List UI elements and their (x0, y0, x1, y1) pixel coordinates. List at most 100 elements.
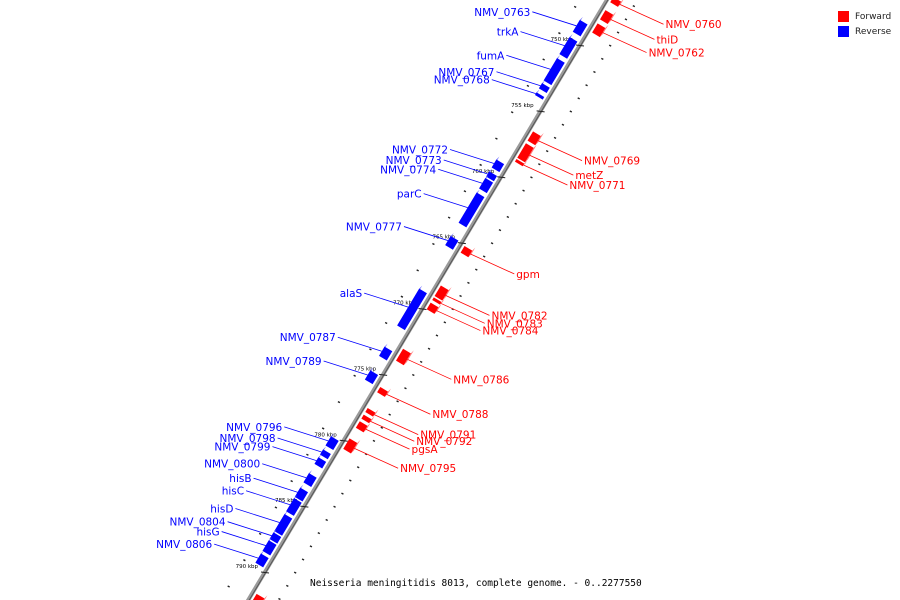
gene-leader (262, 463, 307, 479)
gene-label[interactable]: NMV_0769 (584, 156, 640, 168)
gene-label[interactable]: NMV_0771 (569, 180, 625, 192)
gene-box (364, 370, 379, 385)
axis-tick (497, 176, 506, 179)
gene-label[interactable]: pgsA (412, 444, 439, 456)
gene-box (432, 297, 442, 305)
gene-label[interactable]: NMV_0763 (474, 7, 530, 19)
gene-label[interactable]: metZ (575, 170, 603, 182)
track-dot (463, 190, 467, 193)
gene-leader (496, 71, 541, 87)
gene-box-top (468, 247, 476, 258)
gene-label[interactable]: NMV_0788 (432, 409, 488, 421)
gene-box (538, 83, 550, 94)
gene-label[interactable]: NMV_0777 (346, 222, 402, 234)
gene-label[interactable]: hisG (196, 527, 219, 539)
gene-label[interactable]: fumA (477, 50, 506, 62)
gene-label[interactable]: NMV_0774 (380, 164, 436, 176)
gene-label[interactable]: hisB (229, 473, 251, 485)
gene-box (572, 19, 588, 37)
gene-label[interactable]: NMV_0783 (487, 318, 543, 330)
gene-label[interactable]: NMV_0804 (169, 517, 225, 529)
track-dot (435, 334, 439, 337)
gene-leader (506, 54, 551, 70)
gene-label[interactable]: trkA (497, 27, 520, 39)
track-dot (569, 110, 573, 113)
gene-label[interactable]: NMV_0798 (219, 433, 275, 445)
gene-box (262, 540, 277, 556)
track-dot (227, 585, 230, 588)
gene-label[interactable]: NMV_0760 (666, 19, 722, 31)
track-dot (443, 321, 447, 324)
track-dot (317, 532, 321, 535)
gene-leader (407, 358, 452, 380)
gene-label[interactable]: hisD (210, 504, 233, 516)
track-dot (542, 58, 545, 61)
gene-label[interactable]: thiD (656, 34, 678, 46)
gene-label[interactable]: NMV_0806 (156, 539, 212, 551)
gene-label[interactable]: NMV_0767 (438, 67, 494, 79)
track-dot (290, 480, 293, 483)
gene-label[interactable]: NMV_0762 (649, 48, 705, 60)
gene-box (343, 438, 358, 454)
gene-label[interactable]: gpm (516, 269, 540, 281)
track-dot (475, 268, 478, 271)
gene-label[interactable]: NMV_0796 (226, 422, 282, 434)
gene-label[interactable]: NMV_0786 (453, 374, 509, 386)
track-dot (601, 57, 604, 60)
gene-label[interactable]: NMV_0800 (204, 459, 260, 471)
legend-forward-label: Forward (855, 11, 892, 22)
track-dot (432, 242, 435, 246)
track-dot (553, 136, 557, 140)
gene-label[interactable]: NMV_0792 (416, 436, 472, 448)
gene-label[interactable]: parC (397, 189, 422, 201)
gene-label[interactable]: NMV_0787 (280, 332, 336, 344)
track-dot (380, 426, 384, 429)
track-dot (427, 347, 431, 350)
axis-tick-label: 790 kbp (236, 564, 259, 570)
gene-box (592, 23, 606, 38)
track-dot (514, 202, 518, 205)
track-dot (585, 84, 588, 87)
track-dot (498, 228, 502, 232)
gene-leader (227, 521, 272, 537)
gene-leader (610, 19, 655, 40)
gene-box (319, 449, 331, 460)
track-dot (356, 466, 360, 469)
axis-tick-label: 785 kbp (275, 498, 298, 504)
gene-box (303, 473, 317, 487)
gene-box (486, 171, 498, 182)
gene-label[interactable]: NMV_0772 (392, 144, 448, 156)
track-dot (538, 163, 541, 166)
track-dot (510, 111, 514, 114)
gene-leader (520, 31, 565, 46)
track-dot (258, 532, 262, 535)
gene-label[interactable]: NMV_0789 (266, 356, 322, 368)
track-dot (274, 506, 278, 509)
gene-label[interactable]: NMV_0784 (482, 326, 538, 338)
gene-label[interactable]: NMV_0782 (491, 310, 547, 322)
gene-label[interactable]: NMV_0799 (214, 442, 270, 454)
gene-label[interactable]: NMV_0795 (400, 463, 456, 475)
gene-label[interactable]: NMV_0768 (434, 75, 490, 87)
gene-label[interactable]: hisC (222, 486, 244, 498)
gene-leader (602, 32, 647, 53)
gene-leader (337, 336, 382, 352)
gene-label[interactable]: NMV_0773 (386, 155, 442, 167)
gene-box (445, 235, 459, 250)
gene-box (325, 436, 339, 451)
gene-box (479, 177, 494, 194)
track-dot (404, 387, 407, 390)
gene-box (426, 302, 439, 314)
track-dot (337, 400, 341, 404)
gene-box-top (384, 388, 391, 397)
axis-tick-label: 760 kbp (472, 169, 495, 175)
track-dot (419, 360, 423, 363)
gene-box (252, 593, 265, 600)
gene-label[interactable]: NMV_0791 (420, 430, 476, 442)
gene-leader (443, 159, 488, 175)
gene-leader (370, 420, 415, 442)
axis-tick (300, 505, 309, 508)
track-dot (530, 176, 533, 179)
gene-box (255, 553, 269, 568)
gene-label[interactable]: alaS (340, 288, 363, 300)
